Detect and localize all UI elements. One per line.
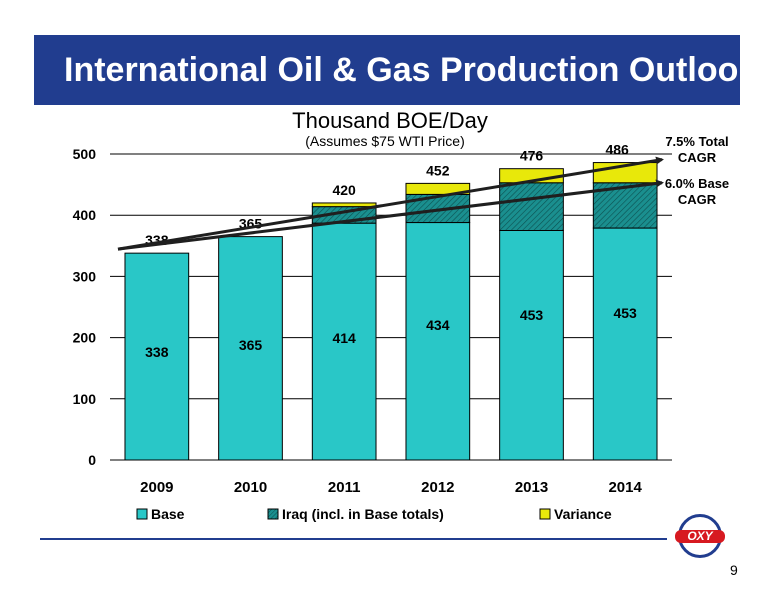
x-tick-label: 2014	[608, 479, 642, 496]
legend-swatch	[136, 508, 148, 520]
x-tick-label: 2009	[140, 479, 173, 496]
legend-label: Variance	[554, 506, 612, 522]
trend-arrow	[117, 156, 664, 251]
base-total-label: 453	[613, 305, 637, 321]
total-label: 486	[605, 142, 629, 158]
x-tick-label: 2010	[234, 479, 267, 496]
base-total-label: 365	[239, 337, 263, 353]
y-tick-label: 200	[73, 330, 97, 346]
bar-base	[405, 222, 471, 461]
title-banner: International Oil & Gas Production Outlo…	[34, 35, 757, 105]
y-tick-label: 300	[73, 268, 97, 284]
bar-base	[218, 236, 283, 461]
oxy-logo: OXY	[675, 514, 725, 558]
bar-base	[499, 230, 564, 461]
legend-swatch	[539, 508, 551, 520]
bar-variance	[405, 182, 471, 195]
legend-label: Iraq (incl. in Base totals)	[282, 506, 444, 522]
bar-iraq	[499, 182, 564, 232]
trend-label: 7.5% Total CAGR	[665, 134, 728, 165]
trend-label-line: CAGR	[678, 192, 717, 207]
trend-label-line: 7.5% Total	[665, 134, 728, 149]
legend-label: Base	[151, 506, 185, 522]
total-label: 476	[520, 148, 544, 164]
y-tick-label: 100	[73, 391, 97, 407]
base-total-label: 434	[426, 317, 450, 333]
legend-swatch	[267, 508, 279, 520]
y-tick-label: 500	[73, 146, 97, 162]
y-tick-label: 400	[73, 207, 97, 223]
bar-variance	[311, 202, 377, 208]
footer-divider	[40, 538, 667, 540]
x-tick-label: 2011	[328, 479, 361, 496]
total-label: 420	[332, 182, 356, 198]
x-tick-label: 2012	[421, 479, 454, 496]
trend-label: 6.0% Base CAGR	[665, 176, 729, 207]
bar-base	[592, 227, 658, 461]
oxy-logo-text: OXY	[675, 530, 725, 543]
chart-subtitle: (Assumes $75 WTI Price)	[305, 133, 464, 149]
page-number: 9	[730, 562, 738, 578]
chart-title: Thousand BOE/Day	[292, 108, 488, 133]
trend-label-line: CAGR	[678, 150, 717, 165]
base-total-label: 338	[145, 344, 169, 360]
page-title: International Oil & Gas Production Outlo…	[64, 51, 758, 89]
base-total-label: 453	[520, 307, 544, 323]
bar-base	[124, 252, 190, 461]
base-total-label: 414	[332, 330, 356, 346]
trend-label-line: 6.0% Base	[665, 176, 729, 191]
y-tick-label: 0	[88, 452, 96, 468]
x-tick-label: 2013	[515, 479, 548, 496]
trend-arrow	[117, 179, 664, 251]
total-label: 452	[426, 162, 450, 178]
